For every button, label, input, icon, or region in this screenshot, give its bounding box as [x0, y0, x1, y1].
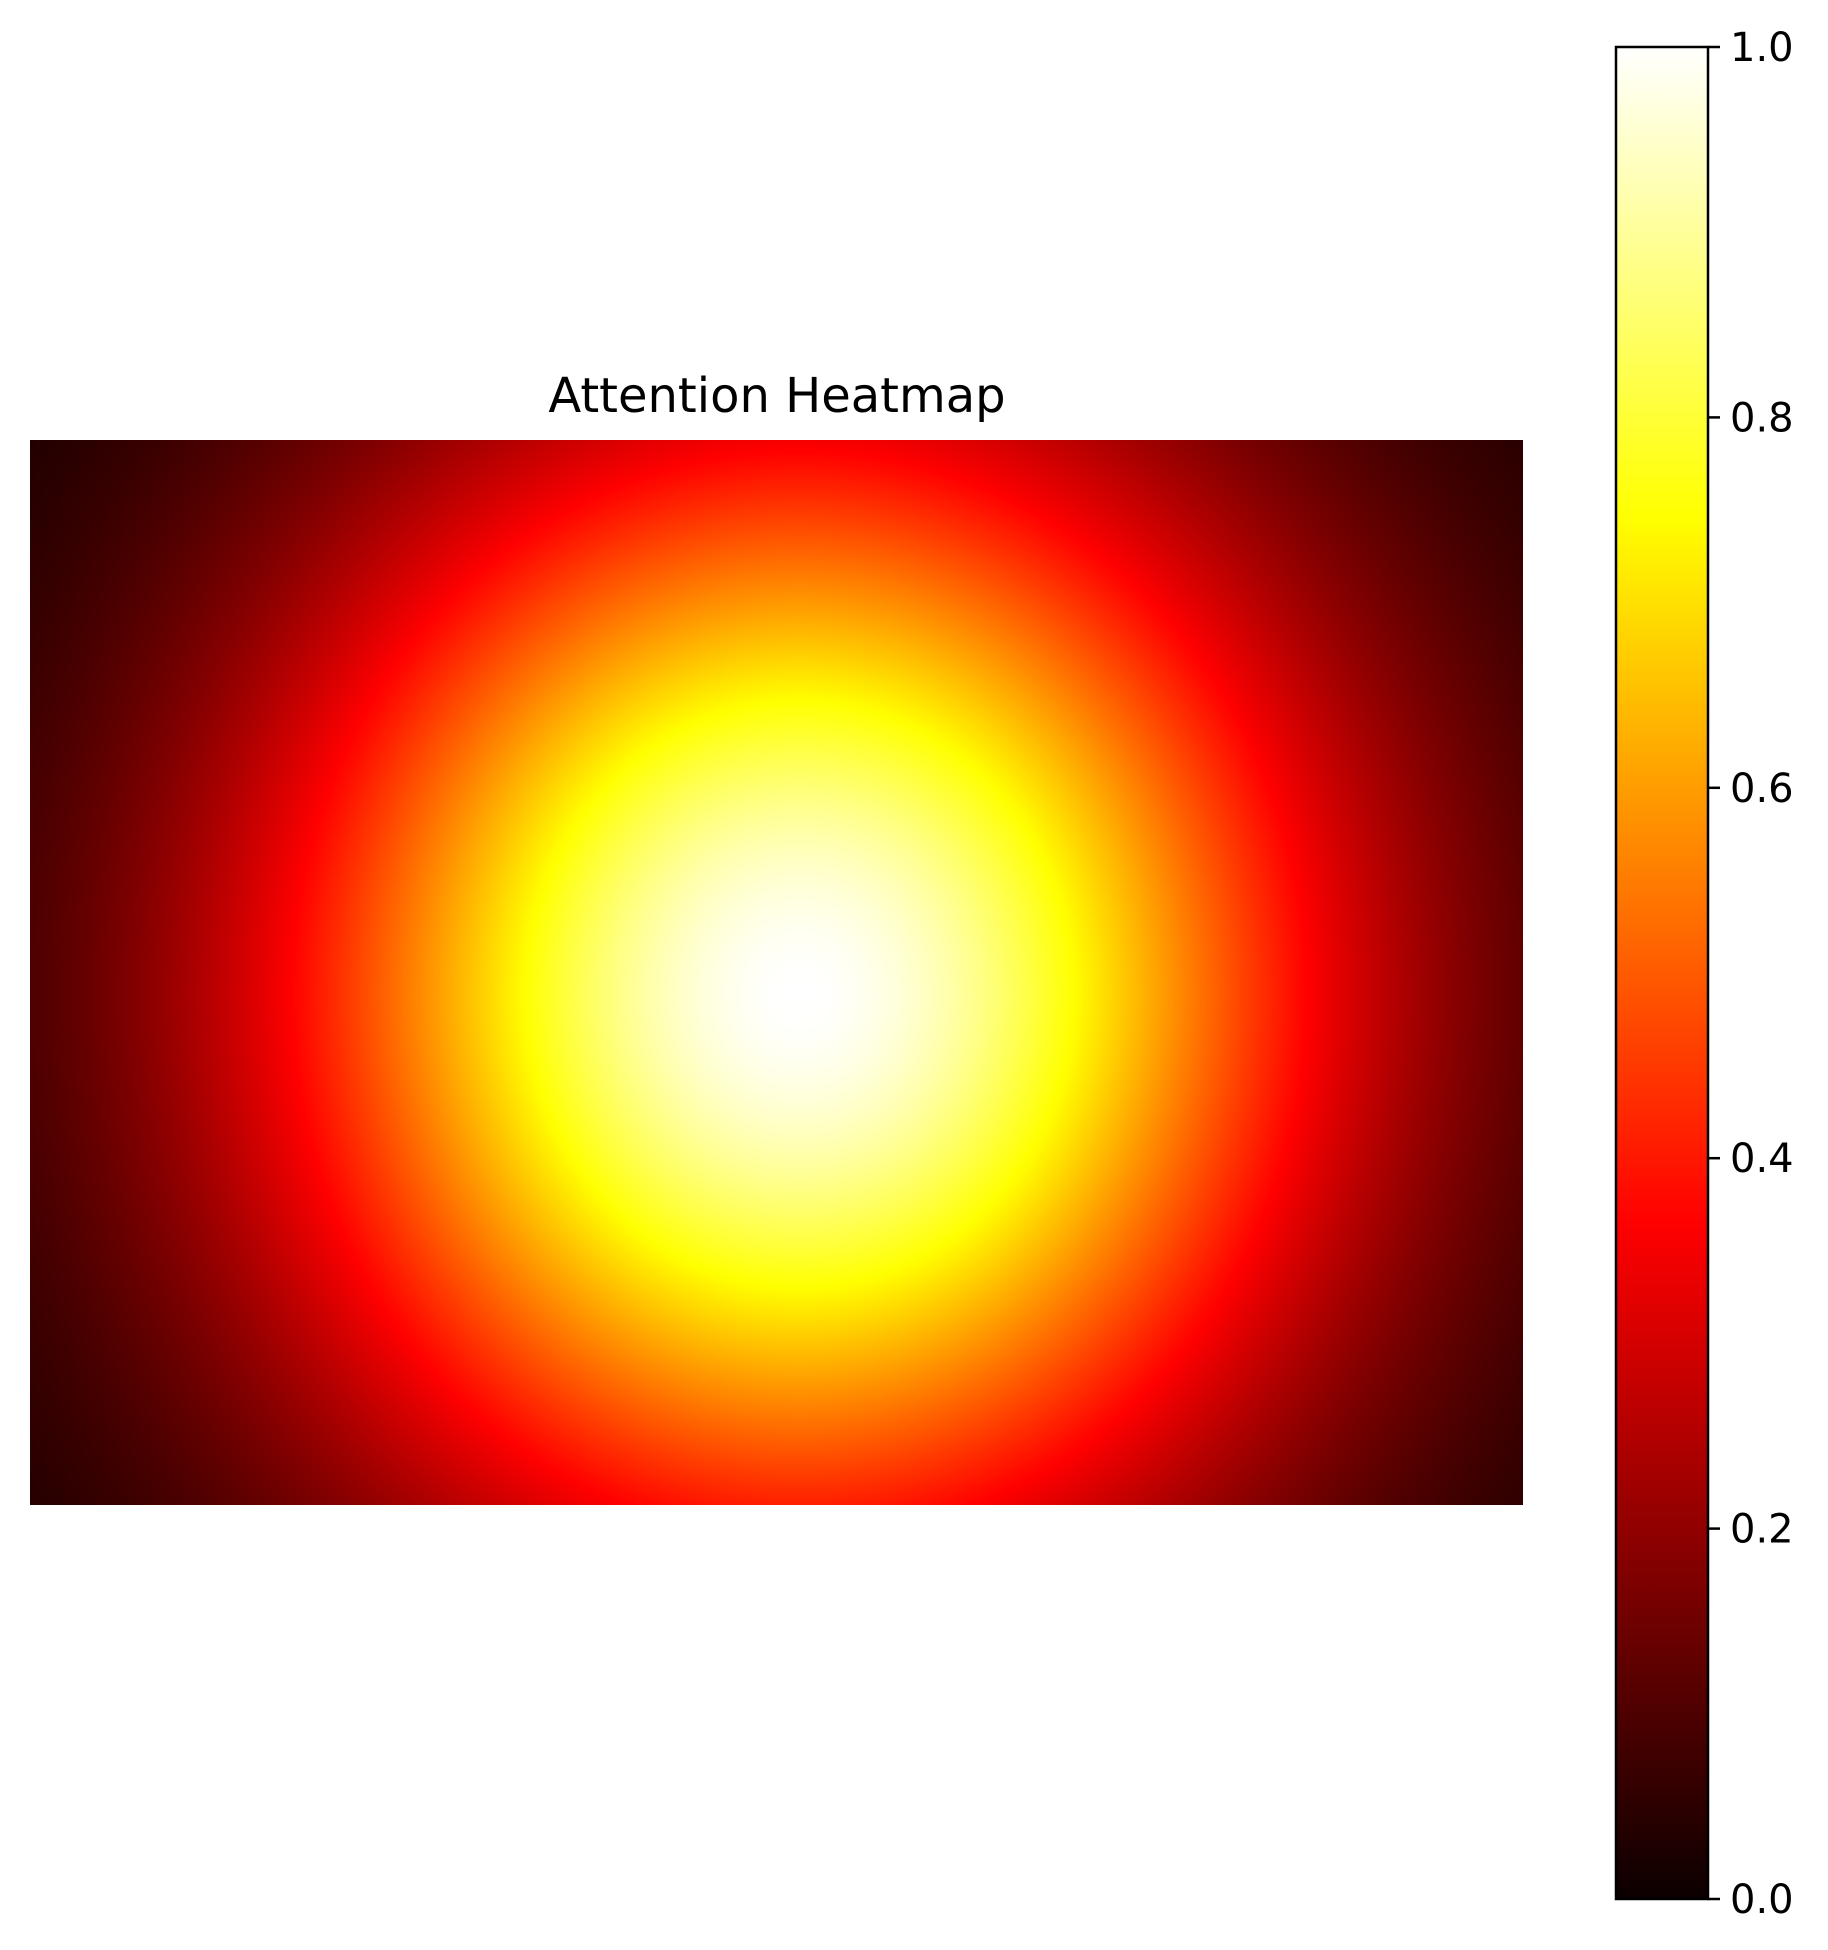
colorbar-ticks: 0.0 0.2 0.4 0.6 0.8 1.0: [1708, 25, 1794, 1923]
colorbar: 0.0 0.2 0.4 0.6 0.8 1.0: [1614, 25, 1794, 1923]
heatmap-image-container: [30, 440, 1523, 1505]
colorbar-tick-label: 0.6: [1730, 766, 1794, 812]
heatmap-image: [30, 440, 1523, 1505]
colorbar-tick-label: 0.8: [1730, 395, 1794, 441]
colorbar-gradient: [1616, 47, 1708, 1899]
colorbar-tick-label: 0.0: [1730, 1877, 1794, 1923]
colorbar-tick-label: 0.2: [1730, 1507, 1794, 1553]
chart-title: Attention Heatmap: [548, 368, 1005, 424]
colorbar-frame: [1614, 45, 1710, 1901]
colorbar-tick-label: 1.0: [1730, 25, 1794, 71]
colorbar-tick-label: 0.4: [1730, 1136, 1794, 1182]
